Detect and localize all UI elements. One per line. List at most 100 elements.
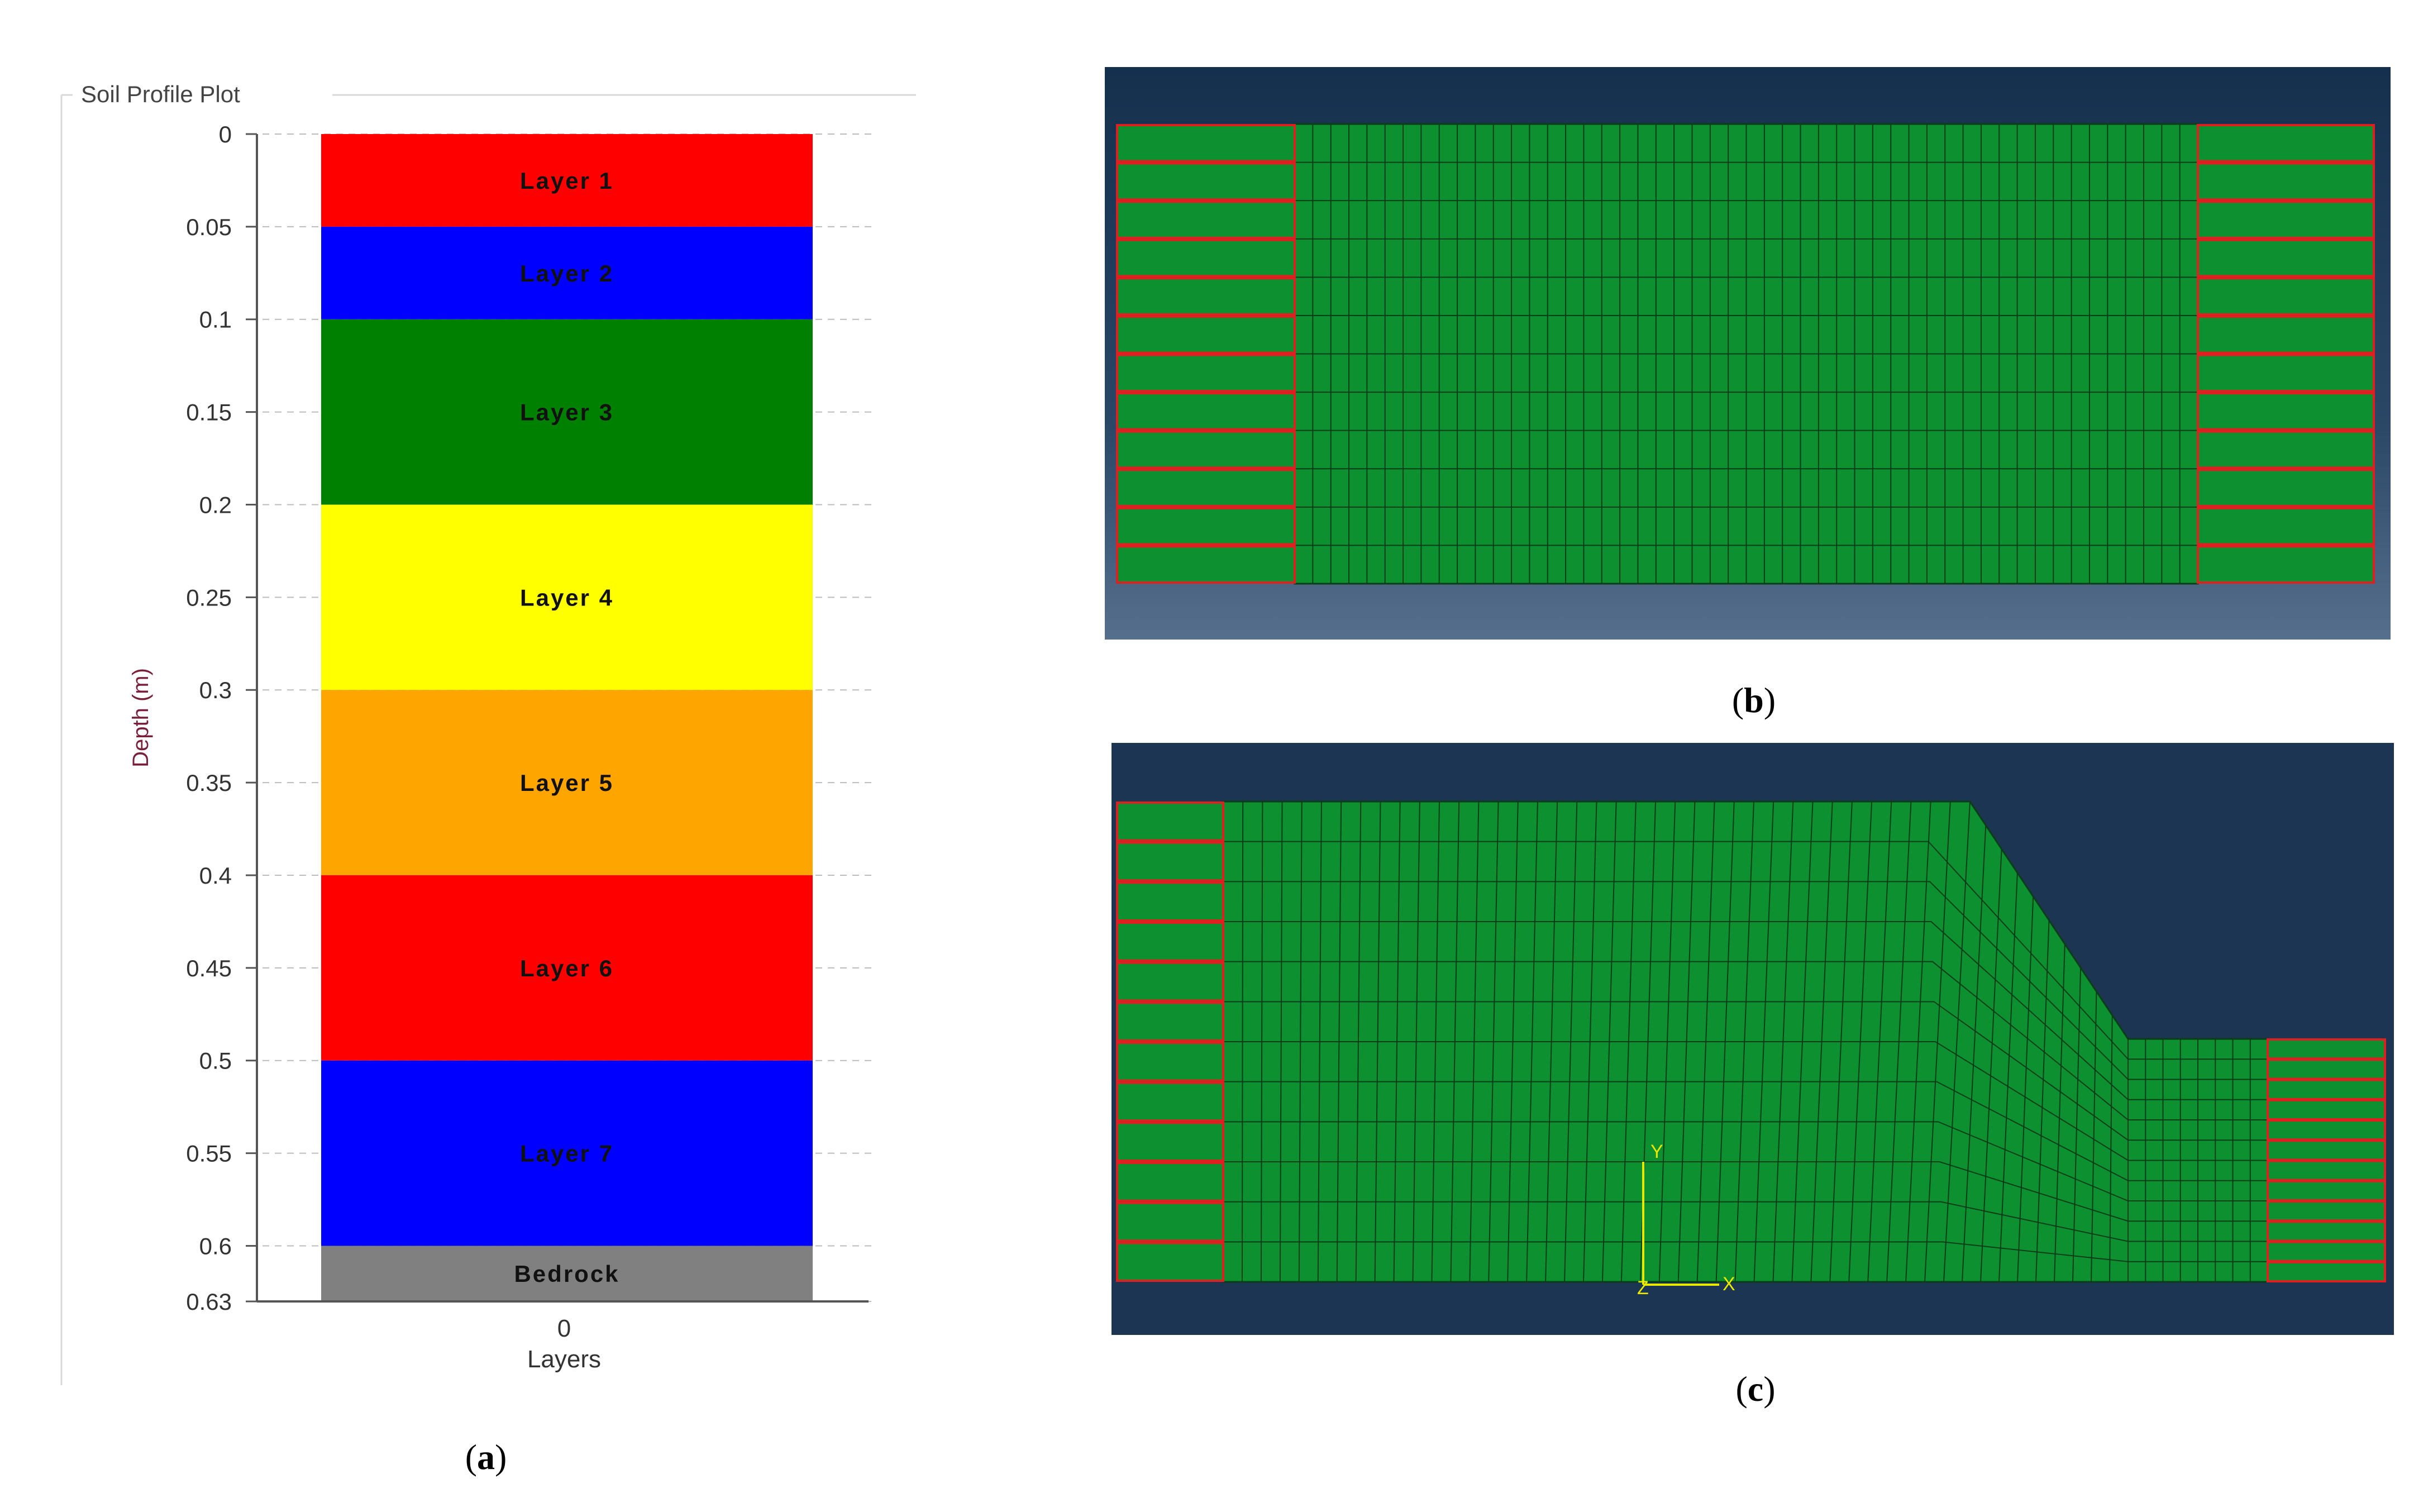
caption-a: (a) (465, 1437, 507, 1477)
boundary-element (2267, 1099, 2386, 1120)
mesh-line (1223, 1161, 2268, 1222)
boundary-element (2197, 201, 2375, 239)
mesh-line (1223, 1121, 2268, 1201)
y-tick-label: 0.15 (186, 399, 232, 426)
triad-y-label: Y (1650, 1141, 1663, 1162)
boundary-element (2267, 1261, 2386, 1282)
layer-bar (321, 134, 813, 227)
mesh-line (2054, 943, 2065, 1282)
boundary-element (1116, 881, 1224, 922)
mesh-line (1223, 1241, 2268, 1262)
y-tick-label: 0.1 (199, 307, 232, 333)
mesh-line (1998, 872, 2018, 1282)
layer-label: Layer 3 (520, 399, 614, 426)
layer-bar (321, 319, 813, 505)
boundary-element (1116, 841, 1224, 882)
boundary-element (1116, 1162, 1224, 1202)
x-tick-label: 0 (557, 1315, 571, 1342)
boundary-element (2197, 354, 2375, 393)
layer-label: Bedrock (514, 1261, 619, 1287)
caption-b: (b) (1732, 680, 1776, 720)
triad-z-label: Z (1637, 1277, 1649, 1299)
y-tick-label: 0 (219, 121, 232, 147)
triad-x-label: X (1723, 1273, 1735, 1295)
mesh-line (1223, 1041, 2268, 1161)
layer-bar (321, 1060, 813, 1246)
y-tick-label: 0.45 (186, 955, 232, 981)
boundary-element (1116, 1001, 1224, 1042)
boundary-element (2197, 545, 2375, 584)
slope-mesh-panel: Y Z X (c) (1106, 737, 2407, 1424)
boundary-element (2197, 315, 2375, 354)
boundary-element (2267, 1038, 2386, 1060)
layer-label: Layer 4 (520, 584, 614, 610)
layer-bar (321, 690, 813, 875)
layer-bar (321, 875, 813, 1061)
boundary-element (2267, 1241, 2386, 1262)
boundary-element (2267, 1180, 2386, 1201)
boundary-element (1116, 162, 1296, 201)
layer-bar (321, 226, 813, 319)
boundary-element (1116, 469, 1296, 507)
boundary-element (2197, 430, 2375, 469)
boundary-element (2267, 1119, 2386, 1141)
boundary-element (1116, 961, 1224, 1002)
mesh-line (1962, 825, 1987, 1282)
boundary-element (1116, 507, 1296, 546)
flat-mesh-panel: (b) (1095, 61, 2407, 732)
boundary-element (2197, 162, 2375, 201)
y-tick-label: 0.55 (186, 1141, 232, 1167)
y-tick-label: 0.2 (199, 492, 232, 518)
y-tick-label: 0.6 (199, 1233, 232, 1259)
boundary-element (2197, 469, 2375, 507)
boundary-element (1116, 802, 1224, 842)
mesh-line (1223, 921, 2268, 1100)
mesh-line (1223, 841, 2268, 1060)
layer-labels: Layer 1 Layer 2 Layer 3 Layer 4 Layer 5 Layer… (514, 168, 619, 1287)
boundary-element (2197, 124, 2375, 163)
boundary-element (2267, 1200, 2386, 1222)
layer-label: Layer 5 (520, 770, 614, 796)
boundary-element (1116, 124, 1296, 163)
boundary-element (2267, 1160, 2386, 1181)
boundary-element (1116, 201, 1296, 239)
y-tick-label: 0.4 (199, 862, 232, 889)
layer-label: Layer 6 (520, 955, 614, 981)
group-label: Soil Profile Plot (81, 81, 240, 107)
slope-mesh-view: Y Z X (c) (1112, 743, 2394, 1409)
boundary-element (1116, 1042, 1224, 1082)
mesh-line (2017, 896, 2034, 1282)
boundary-element (1116, 354, 1296, 393)
boundary-element (2267, 1139, 2386, 1161)
y-tick-label: 0.63 (186, 1289, 232, 1315)
x-axis-label: Layers (527, 1346, 601, 1373)
boundary-element (1116, 315, 1296, 354)
axis-triad: Y Z X (1637, 1141, 1735, 1299)
y-tick-label: 0.25 (186, 584, 232, 610)
boundary-element (1116, 1081, 1224, 1122)
mesh-line (1223, 1001, 2268, 1141)
boundary-element (1116, 922, 1224, 962)
y-tick-label: 0.05 (186, 214, 232, 240)
mesh-line (2035, 920, 2050, 1282)
mesh-body (1116, 123, 2375, 585)
caption-c: (c) (1735, 1369, 1775, 1409)
layer-label: Layer 7 (520, 1141, 614, 1167)
y-tick-label: 0.5 (199, 1048, 232, 1074)
boundary-element (1116, 1201, 1224, 1242)
layer-bars (321, 134, 813, 1301)
layer-bar (321, 504, 813, 690)
flat-mesh-view: (b) (1105, 67, 2391, 720)
mesh-line (1980, 848, 2002, 1282)
boundary-element (1116, 392, 1296, 431)
mesh-line (1223, 961, 2268, 1120)
boundary-element (1116, 277, 1296, 316)
boundary-element (1116, 239, 1296, 278)
boundary-element (1116, 545, 1296, 584)
mesh-line (1223, 881, 2268, 1080)
y-axis-label: Depth (m) (128, 668, 153, 767)
boundary-element (1116, 1242, 1224, 1282)
boundary-element (2197, 507, 2375, 546)
y-tick-label: 0.3 (199, 677, 232, 703)
